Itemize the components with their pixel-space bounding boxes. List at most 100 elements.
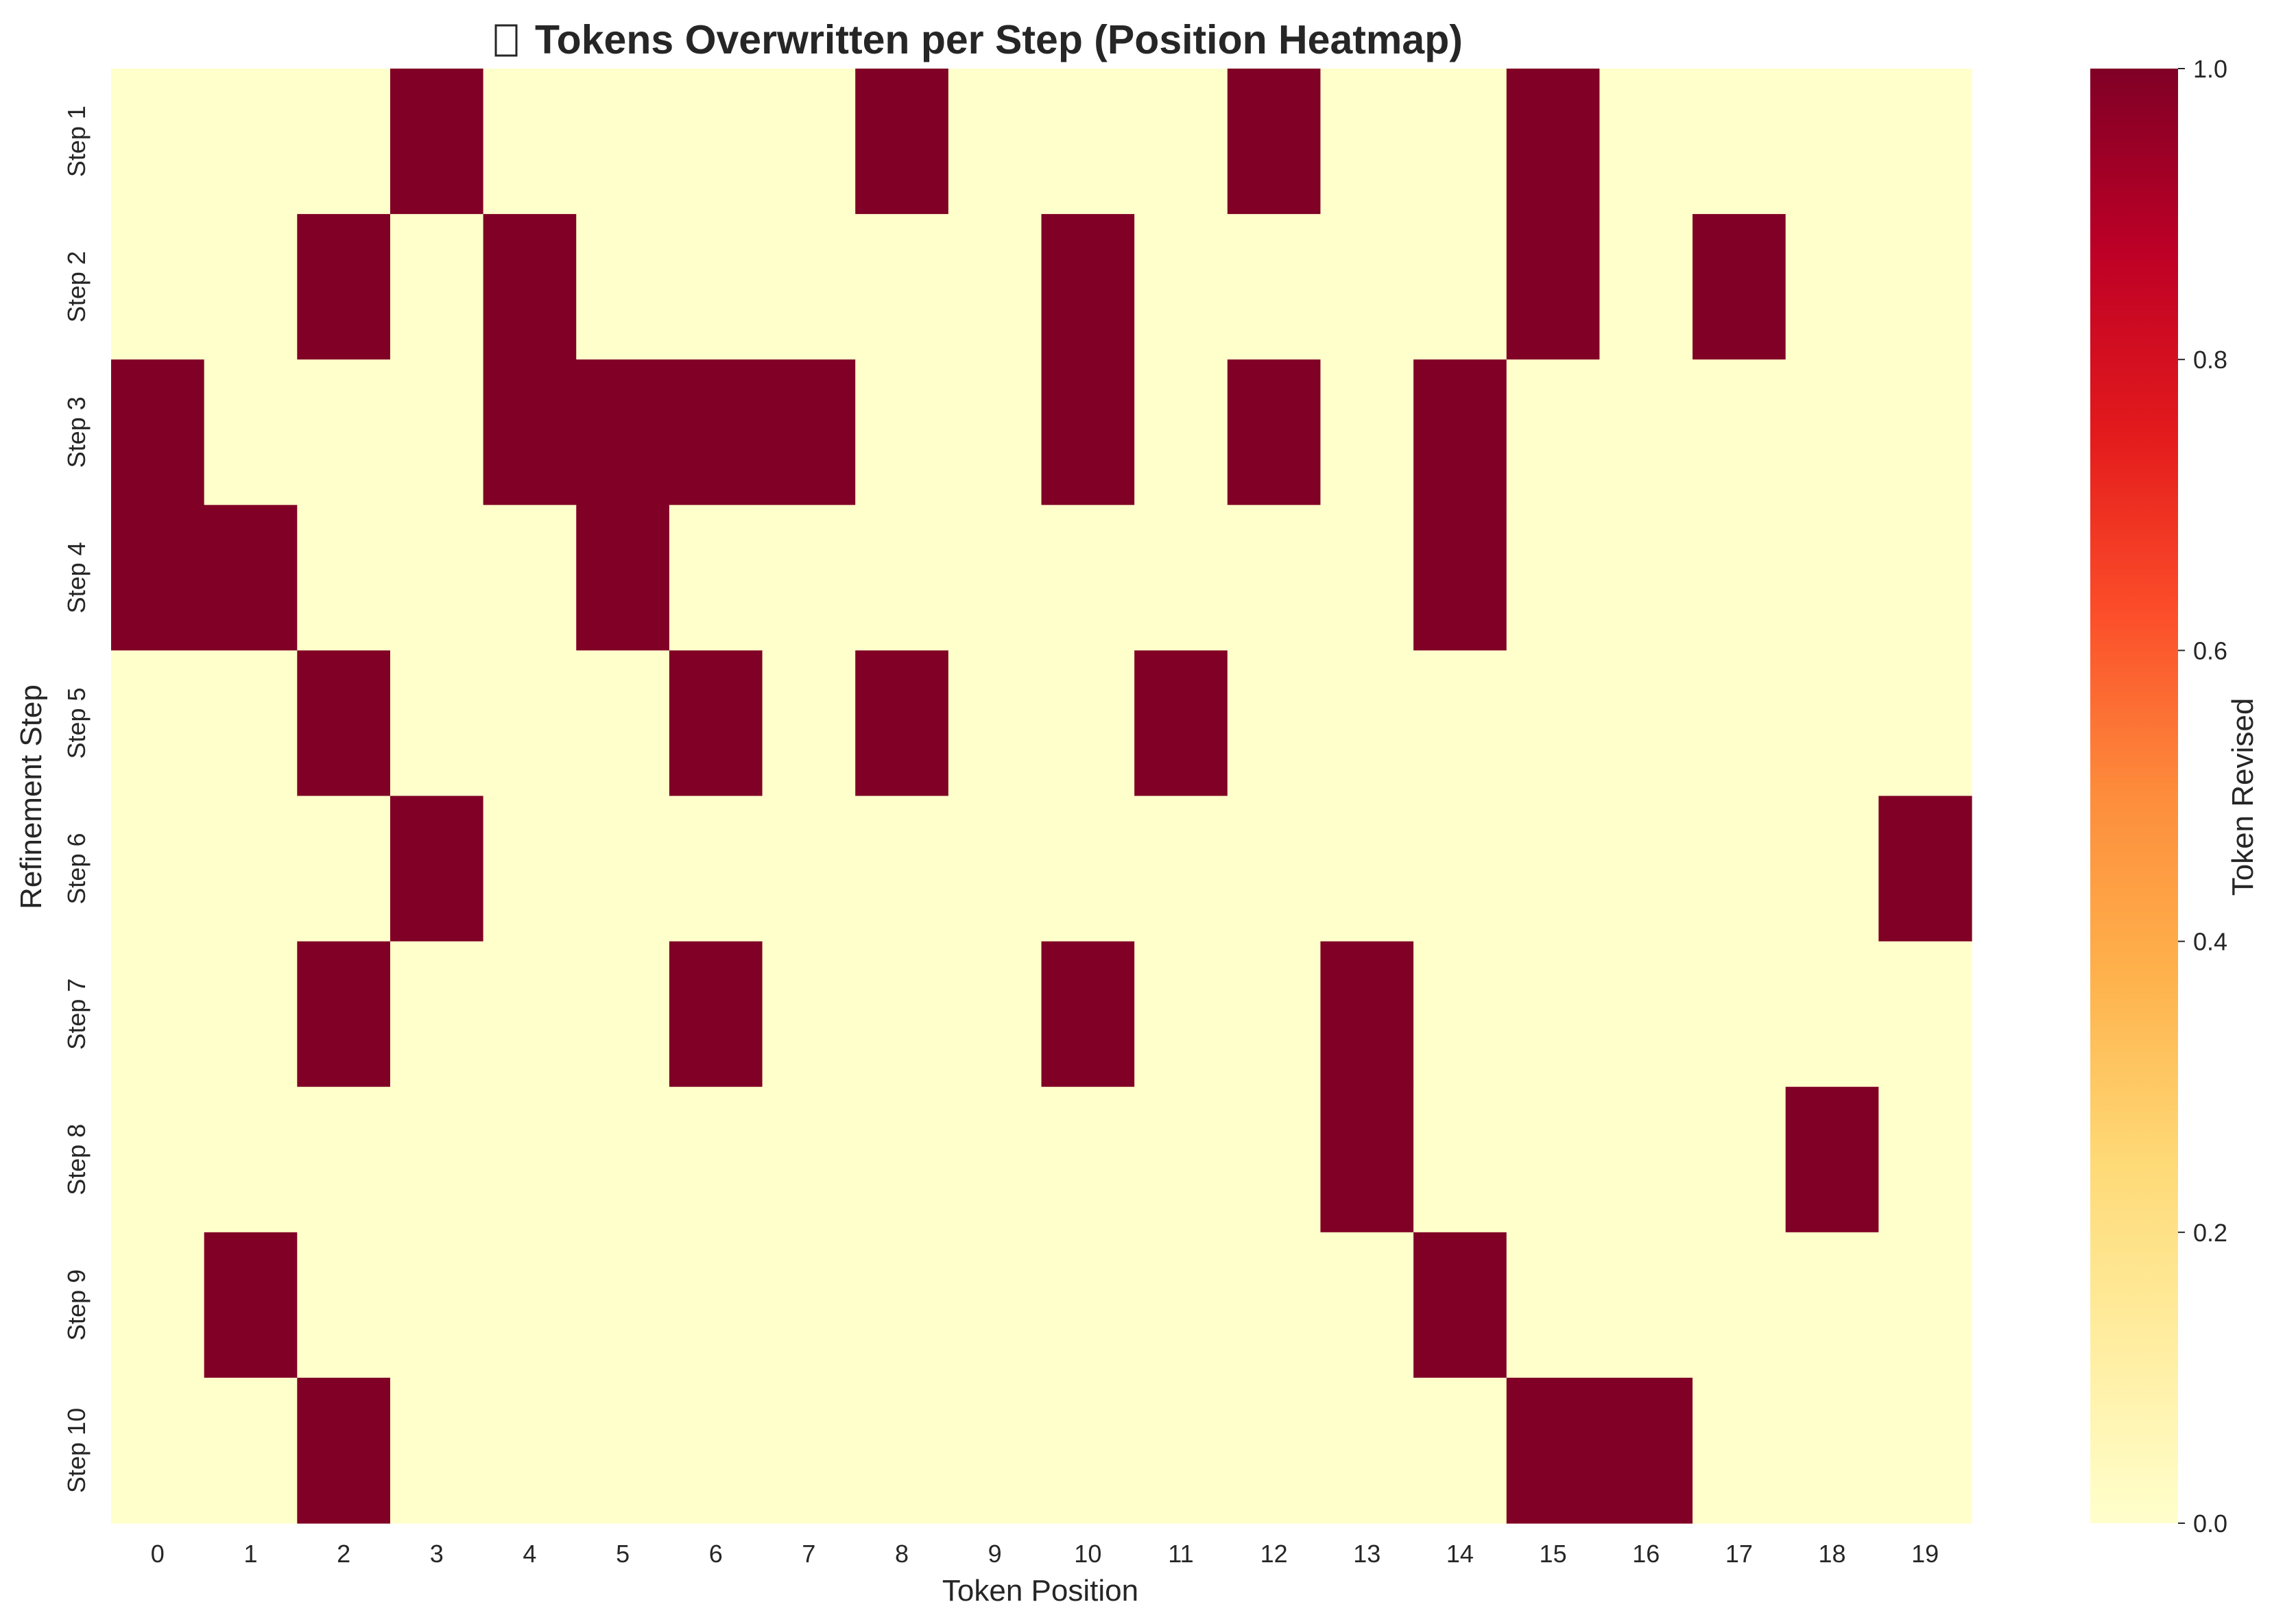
x-tick-label: 17 — [1725, 1540, 1753, 1568]
x-tick-label: 0 — [151, 1540, 165, 1568]
heatmap-cell — [948, 941, 1042, 1088]
x-tick-label: 11 — [1168, 1540, 1193, 1568]
heatmap-cell — [1785, 505, 1879, 651]
heatmap-cell — [1506, 1086, 1600, 1233]
heatmap-cell — [390, 359, 484, 505]
heatmap-cell — [390, 214, 484, 360]
heatmap-cell — [1413, 1377, 1507, 1524]
heatmap-cell — [204, 214, 298, 360]
heatmap-cell — [576, 359, 670, 505]
heatmap-cell — [1413, 505, 1507, 651]
heatmap-cell — [1227, 359, 1322, 505]
heatmap-cell — [297, 1086, 391, 1233]
y-tick-labels: Step 1 Step 2 Step 3 Step 4 Step 5 Step 6 Step… — [62, 106, 91, 1493]
heatmap-cell — [111, 359, 205, 505]
heatmap-cell — [1599, 941, 1693, 1088]
heatmap-cell — [1320, 1377, 1414, 1524]
heatmap-cell — [390, 1377, 484, 1524]
heatmap-cell — [762, 214, 856, 360]
heatmap-cell — [1878, 796, 1972, 942]
heatmap-cell — [576, 650, 670, 797]
x-tick-label: 14 — [1446, 1540, 1474, 1568]
heatmap-cell — [762, 1377, 856, 1524]
x-tick-label: 15 — [1540, 1540, 1567, 1568]
heatmap-cell — [1878, 941, 1972, 1088]
x-tick-label: 2 — [337, 1540, 350, 1568]
heatmap-cell — [1878, 1377, 1972, 1524]
heatmap-cell — [1785, 214, 1879, 360]
y-tick-label: Step 2 — [62, 251, 91, 322]
heatmap-cell — [1506, 796, 1600, 942]
heatmap-cell — [1227, 69, 1322, 215]
heatmap-cell — [483, 359, 577, 505]
heatmap-cell — [948, 1232, 1042, 1378]
heatmap-cell — [669, 505, 763, 651]
heatmap-cell — [576, 796, 670, 942]
heatmap-cell — [1134, 359, 1228, 505]
heatmap-cell — [1134, 941, 1228, 1088]
heatmap-cell — [1878, 359, 1972, 505]
chart-title-group: Tokens Overwritten per Step (Position He… — [494, 17, 1463, 62]
heatmap-cell — [1413, 359, 1507, 505]
heatmap-cell — [1413, 941, 1507, 1088]
heatmap-cell — [1320, 505, 1414, 651]
heatmap-cell — [855, 359, 949, 505]
heatmap-cell — [1599, 796, 1693, 942]
heatmap-cell — [948, 1377, 1042, 1524]
heatmap-cell — [762, 505, 856, 651]
heatmap-cell — [204, 1086, 298, 1233]
x-tick-labels: 0 1 2 3 4 5 6 7 8 9 10 11 12 13 14 15 16 17 18 19 — [151, 1540, 1939, 1568]
heatmap-cell — [1320, 1232, 1414, 1378]
heatmap-cell — [1413, 1086, 1507, 1233]
heatmap-cell — [669, 650, 763, 797]
heatmap-cell — [1506, 69, 1600, 215]
y-tick-label: Step 7 — [62, 979, 91, 1050]
heatmap-cell — [1878, 1232, 1972, 1378]
heatmap-cell — [855, 214, 949, 360]
heatmap-cell — [1506, 1377, 1600, 1524]
heatmap-cell — [855, 650, 949, 797]
heatmap-cell — [1506, 650, 1600, 797]
heatmap-cell — [855, 796, 949, 942]
x-tick-label: 4 — [523, 1540, 536, 1568]
heatmap-cell — [111, 214, 205, 360]
heatmap-cell — [1506, 1232, 1600, 1378]
colorbar-tick-label: 0.0 — [2193, 1509, 2227, 1538]
heatmap-cell — [1227, 941, 1322, 1088]
heatmap-cell — [1413, 650, 1507, 797]
heatmap-cell — [1134, 1377, 1228, 1524]
heatmap-cell — [483, 1232, 577, 1378]
heatmap-cell — [1041, 650, 1135, 797]
heatmap-cell — [1413, 1232, 1507, 1378]
heatmap-cell — [297, 941, 391, 1088]
heatmap-cell — [483, 1086, 577, 1233]
heatmap-cell — [1041, 796, 1135, 942]
heatmap-cell — [1785, 796, 1879, 942]
heatmap-cell — [762, 650, 856, 797]
heatmap-cell — [483, 941, 577, 1088]
heatmap-cell — [1227, 1377, 1322, 1524]
heatmap-cell — [1599, 505, 1693, 651]
heatmap-cell — [204, 941, 298, 1088]
y-tick-label: Step 9 — [62, 1269, 91, 1341]
y-tick-label: Step 8 — [62, 1124, 91, 1195]
heatmap-cell — [1320, 69, 1414, 215]
heatmap-cell — [111, 1232, 205, 1378]
heatmap-cell — [111, 1377, 205, 1524]
heatmap-cell — [483, 505, 577, 651]
heatmap-cell — [297, 505, 391, 651]
heatmap-cell — [297, 214, 391, 360]
heatmap-cell — [1041, 359, 1135, 505]
heatmap-cell — [576, 69, 670, 215]
heatmap-cell — [1878, 650, 1972, 797]
heatmap-cell — [111, 505, 205, 651]
heatmap-cell — [1878, 214, 1972, 360]
heatmap-cell — [1878, 1086, 1972, 1233]
heatmap-cell — [1320, 359, 1414, 505]
heatmap-cell — [576, 1232, 670, 1378]
heatmap-cell — [1785, 1377, 1879, 1524]
heatmap-cell — [390, 941, 484, 1088]
heatmap-cell — [204, 69, 298, 215]
x-tick-label: 12 — [1260, 1540, 1288, 1568]
